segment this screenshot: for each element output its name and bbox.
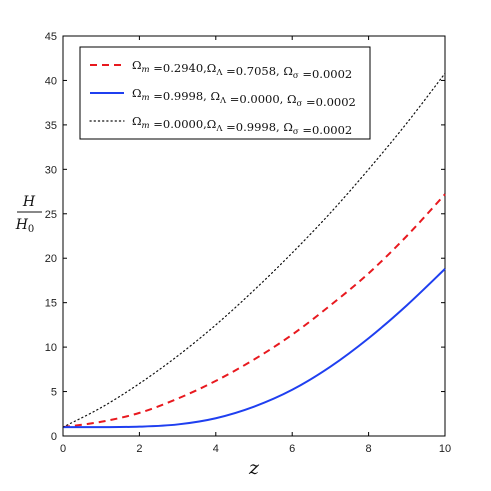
series-group bbox=[62, 72, 446, 429]
x-tick-label: 8 bbox=[366, 443, 372, 455]
y-tick-label: 15 bbox=[45, 298, 57, 310]
y-tick-label: 45 bbox=[45, 31, 57, 43]
x-tick-label: 10 bbox=[439, 443, 451, 455]
y-tick-label: 5 bbox=[51, 387, 57, 399]
legend-label-3: Ωm =0.0000,ΩΛ =0.9998, Ωσ =0.0002 bbox=[132, 114, 352, 137]
legend-label-2: Ωm =0.9998, ΩΛ =0.0000, Ωσ =0.0002 bbox=[132, 86, 356, 109]
series-line-2 bbox=[62, 268, 446, 429]
y-axis-label-denominator: H0 bbox=[15, 217, 35, 235]
series-line-1 bbox=[62, 193, 446, 429]
x-tick-label: 2 bbox=[136, 443, 142, 455]
series-line-3 bbox=[62, 72, 446, 428]
x-tick-label: 4 bbox=[213, 443, 219, 455]
y-tick-label: 40 bbox=[45, 75, 57, 87]
y-tick-label: 10 bbox=[45, 342, 57, 354]
x-tick-label: 6 bbox=[289, 443, 295, 455]
legend-label-1: Ωm =0.2940,ΩΛ =0.7058, Ωσ =0.0002 bbox=[132, 58, 352, 81]
legend-box bbox=[79, 46, 371, 140]
y-tick-label: 20 bbox=[45, 253, 57, 265]
y-axis-label-numerator: H bbox=[22, 194, 36, 210]
x-axis-label: z bbox=[248, 457, 260, 479]
y-axis-label: H H0 bbox=[15, 194, 42, 235]
y-tick-label: 30 bbox=[45, 164, 57, 176]
y-tick-label: 35 bbox=[45, 120, 57, 132]
legend: Ωm =0.2940,ΩΛ =0.7058, Ωσ =0.0002 Ωm =0.9… bbox=[79, 46, 371, 140]
y-tick-label: 0 bbox=[51, 431, 57, 443]
ticks: 0 2 4 6 8 10 0 5 10 15 20 25 30 35 40 45 bbox=[45, 31, 451, 455]
x-tick-label: 0 bbox=[60, 443, 66, 455]
y-tick-label: 25 bbox=[45, 209, 57, 221]
